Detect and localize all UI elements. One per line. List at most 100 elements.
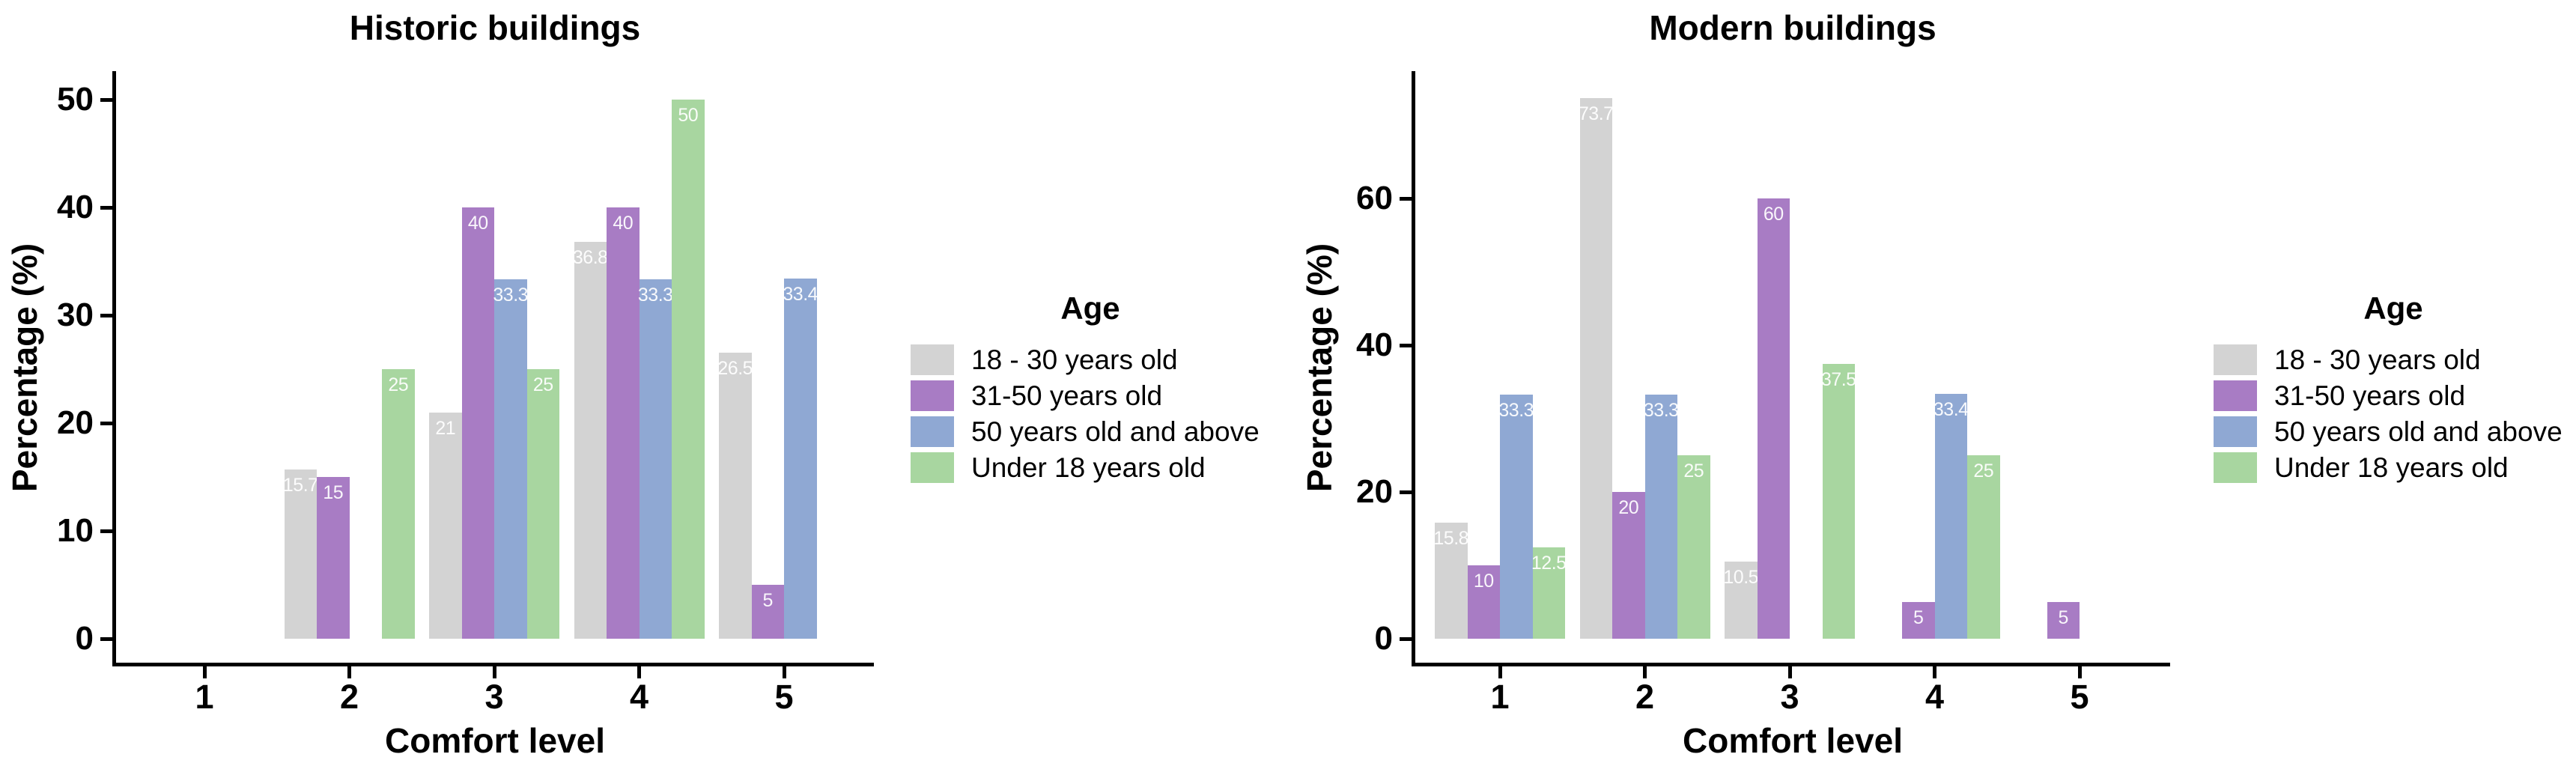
x-tick [1787,666,1792,678]
legend-swatch-under-18 [2214,452,2257,483]
bar-value-label: 33.4 [1933,398,1969,420]
legend-item: Under 18 years old [2214,452,2573,483]
x-tick-label: 1 [195,678,214,716]
y-tick [1400,636,1412,641]
x-tick-label: 4 [629,678,649,716]
bar [2047,602,2080,639]
x-tick-label: 1 [1490,678,1510,716]
bar [1500,394,1533,639]
legend-label: 18 - 30 years old [971,344,1178,375]
bar [719,353,752,639]
y-tick [100,313,112,317]
bar-value-label: 40 [613,213,634,234]
bar [461,207,494,639]
bar [1757,198,1790,639]
x-axis-title-modern: Comfort level [1683,721,1903,760]
bar [1967,455,2000,639]
y-tick [1400,343,1412,347]
legend-item: 31-50 years old [911,380,1270,411]
bar-value-label: 40 [467,213,488,234]
x-axis-line [112,663,874,666]
y-tick-label: 20 [1356,473,1393,510]
bar [1644,394,1677,639]
bar-value-label: 25 [1973,461,1994,481]
y-tick-label: 0 [1374,620,1393,657]
legend-swatch-18-30 [2214,344,2257,375]
legend-label: Under 18 years old [971,452,1206,483]
y-tick-label: 20 [57,404,94,441]
legend-item: 50 years old and above [2214,416,2573,447]
y-tick-label: 50 [57,81,94,118]
y-axis-line [1412,71,1415,666]
x-tick-label: 2 [339,678,359,716]
x-tick [492,666,496,678]
x-tick [2077,666,2082,678]
chart-title-historic: Historic buildings [349,8,641,47]
bar-value-label: 37.5 [1820,368,1856,390]
bar-value-label: 33.4 [783,284,818,306]
bar-value-label: 15 [323,482,344,503]
x-tick [1933,666,1936,678]
legend-item: 18 - 30 years old [2214,344,2573,375]
legend-label: Under 18 years old [2274,452,2509,483]
bar [382,369,415,639]
x-tick [1643,666,1647,678]
bar-value-label: 15.8 [1433,528,1469,550]
bar [1725,562,1758,639]
x-tick [202,666,207,678]
bar [1532,547,1565,639]
x-tick [347,666,351,678]
bar-value-label: 50 [678,105,699,126]
bar-value-label: 20 [1618,497,1639,518]
bar-value-label: 33.3 [1643,399,1679,421]
x-tick-label: 5 [774,678,794,716]
legend-swatch-under-18 [911,452,954,483]
legend-title: Age [1060,291,1120,326]
bar-value-label: 33.3 [637,285,673,306]
y-tick [100,636,112,641]
bar-value-label: 33.3 [1498,399,1534,421]
legend-label: 50 years old and above [2274,416,2563,447]
bar-value-label: 15.7 [282,474,318,496]
bar [784,279,817,639]
y-tick [100,529,112,533]
x-tick-label: 3 [1780,678,1799,716]
y-tick [1400,490,1412,494]
bar-value-label: 5 [1913,607,1924,628]
bar [574,242,607,639]
y-tick-label: 0 [75,620,94,657]
legend-item: 31-50 years old [2214,380,2573,411]
x-tick-label: 5 [2070,678,2089,716]
chart-title-modern: Modern buildings [1649,8,1936,47]
bar-value-label: 25 [532,374,553,395]
legend-label: 18 - 30 years old [2274,344,2481,375]
bar [1612,492,1645,639]
x-tick [782,666,786,678]
bar [526,369,559,639]
bar [284,469,317,639]
y-tick-label: 60 [1356,180,1393,216]
x-tick-label: 4 [1925,678,1945,716]
legend-swatch-50-above [2214,416,2257,447]
bar-value-label: 5 [2058,607,2069,628]
bar [1902,602,1935,639]
bar-value-label: 36.8 [572,247,608,269]
bar-value-label: 25 [1683,461,1704,481]
y-tick [100,205,112,210]
x-tick [637,666,641,678]
bar [1822,363,1855,639]
legend-label: 31-50 years old [2274,380,2466,411]
y-axis-title-historic: Percentage (%) [5,243,44,493]
y-axis-line [112,71,116,666]
bar [639,279,672,639]
bar [429,412,462,639]
y-tick [100,421,112,425]
legend-swatch-31-50 [911,380,954,411]
bar [1934,393,1967,639]
bar-value-label: 5 [762,590,774,611]
x-tick-label: 3 [484,678,504,716]
bar-value-label: 73.7 [1578,103,1614,124]
x-axis-line [1412,663,2170,666]
bar [494,279,527,639]
